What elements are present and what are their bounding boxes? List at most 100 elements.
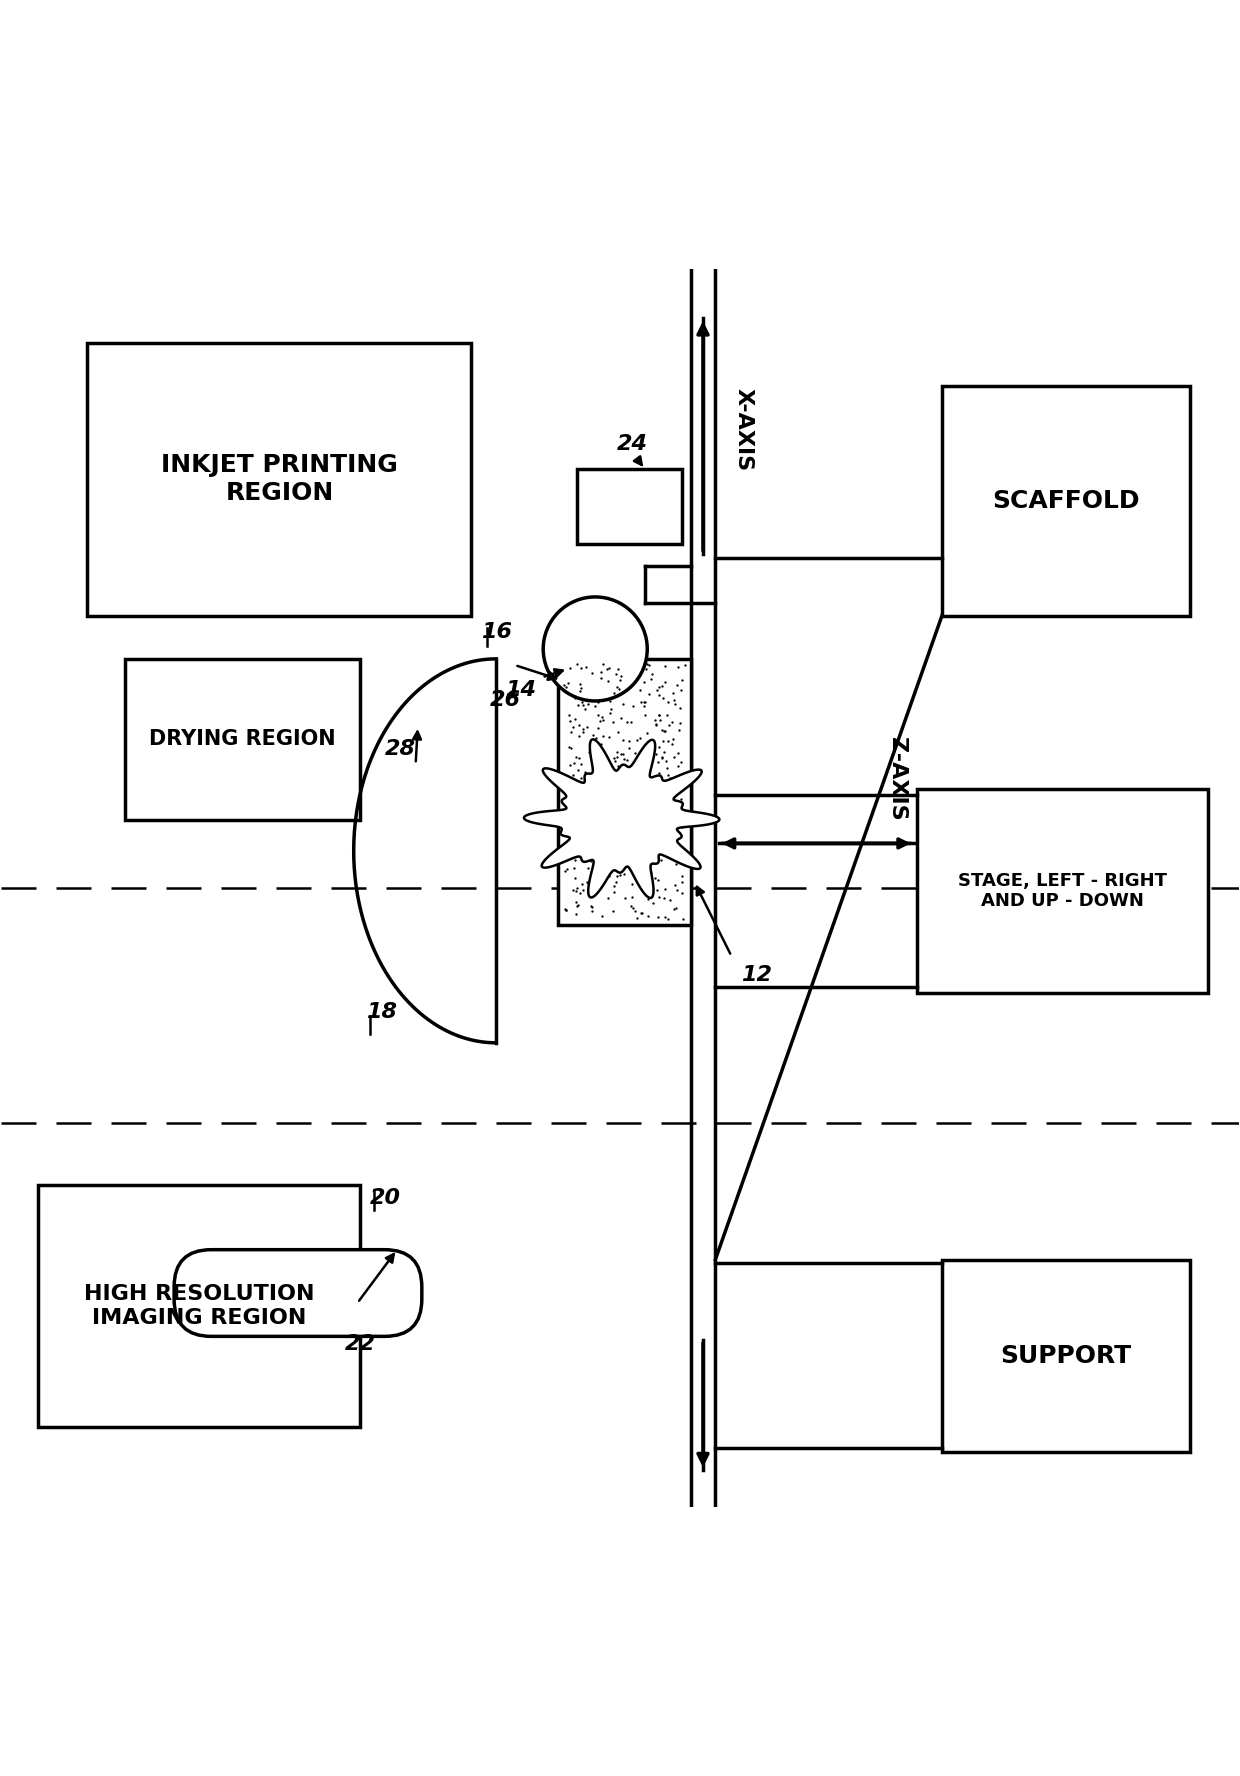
Point (604, 769, 624, 797)
Point (655, 668, 675, 696)
Point (651, 790, 671, 819)
Text: SCAFFOLD: SCAFFOLD (992, 488, 1140, 513)
Point (572, 764, 591, 792)
Point (573, 718, 593, 746)
Point (647, 677, 667, 705)
Point (556, 799, 575, 828)
Point (629, 819, 649, 847)
Point (556, 774, 575, 803)
Point (589, 829, 609, 858)
Point (573, 716, 593, 744)
Point (572, 808, 591, 836)
Point (624, 893, 644, 922)
Point (650, 702, 670, 730)
Point (646, 739, 666, 767)
Point (621, 707, 641, 735)
Point (651, 771, 671, 799)
Text: 26: 26 (490, 689, 521, 710)
Point (632, 899, 652, 927)
Point (616, 845, 636, 874)
Point (589, 686, 609, 714)
Point (636, 780, 656, 808)
Point (614, 741, 634, 769)
Point (584, 755, 604, 783)
Point (672, 813, 692, 842)
Point (578, 829, 598, 858)
Point (567, 900, 587, 929)
Point (613, 849, 632, 877)
Point (639, 755, 658, 783)
FancyBboxPatch shape (558, 659, 691, 925)
Point (660, 710, 680, 739)
Point (653, 726, 673, 755)
Point (563, 760, 583, 789)
Point (593, 723, 613, 751)
Point (666, 691, 686, 719)
FancyBboxPatch shape (942, 387, 1189, 616)
Point (642, 780, 662, 808)
Point (625, 844, 645, 872)
Point (594, 796, 614, 824)
Point (636, 702, 656, 730)
Point (614, 828, 634, 856)
Point (601, 801, 621, 829)
Point (568, 755, 588, 783)
Point (618, 746, 637, 774)
Point (558, 835, 578, 863)
Point (585, 765, 605, 794)
Point (611, 835, 631, 863)
Point (635, 687, 655, 716)
Point (639, 678, 658, 707)
Point (653, 883, 673, 911)
Point (624, 824, 644, 852)
Point (584, 810, 604, 838)
Point (560, 733, 580, 762)
Point (641, 874, 661, 902)
Point (587, 789, 606, 817)
Point (557, 673, 577, 702)
Point (645, 826, 665, 854)
Point (572, 687, 591, 716)
Point (621, 892, 641, 920)
Point (564, 797, 584, 826)
Point (662, 709, 682, 737)
Point (585, 725, 605, 753)
Point (624, 829, 644, 858)
Point (568, 892, 588, 920)
Point (608, 737, 627, 765)
Point (616, 810, 636, 838)
Point (582, 847, 601, 876)
Point (630, 776, 650, 805)
Circle shape (543, 597, 647, 702)
Point (598, 884, 618, 913)
Point (621, 776, 641, 805)
Point (649, 680, 668, 709)
Point (591, 742, 611, 771)
Point (568, 691, 588, 719)
Point (559, 733, 579, 762)
Point (671, 748, 691, 776)
Point (626, 805, 646, 833)
Point (594, 650, 614, 678)
Point (562, 718, 582, 746)
Point (625, 801, 645, 829)
Point (613, 726, 632, 755)
Point (625, 739, 645, 767)
Point (582, 799, 601, 828)
Point (639, 902, 658, 931)
Point (672, 666, 692, 694)
Point (589, 829, 609, 858)
Point (625, 755, 645, 783)
Point (637, 719, 657, 748)
Point (610, 817, 630, 845)
Point (657, 753, 677, 781)
Point (619, 778, 639, 806)
Point (603, 897, 622, 925)
Point (558, 794, 578, 822)
Point (588, 700, 608, 728)
Point (600, 694, 620, 723)
Text: 18: 18 (366, 1002, 397, 1021)
Point (632, 876, 652, 904)
Point (635, 735, 655, 764)
Point (570, 833, 590, 861)
